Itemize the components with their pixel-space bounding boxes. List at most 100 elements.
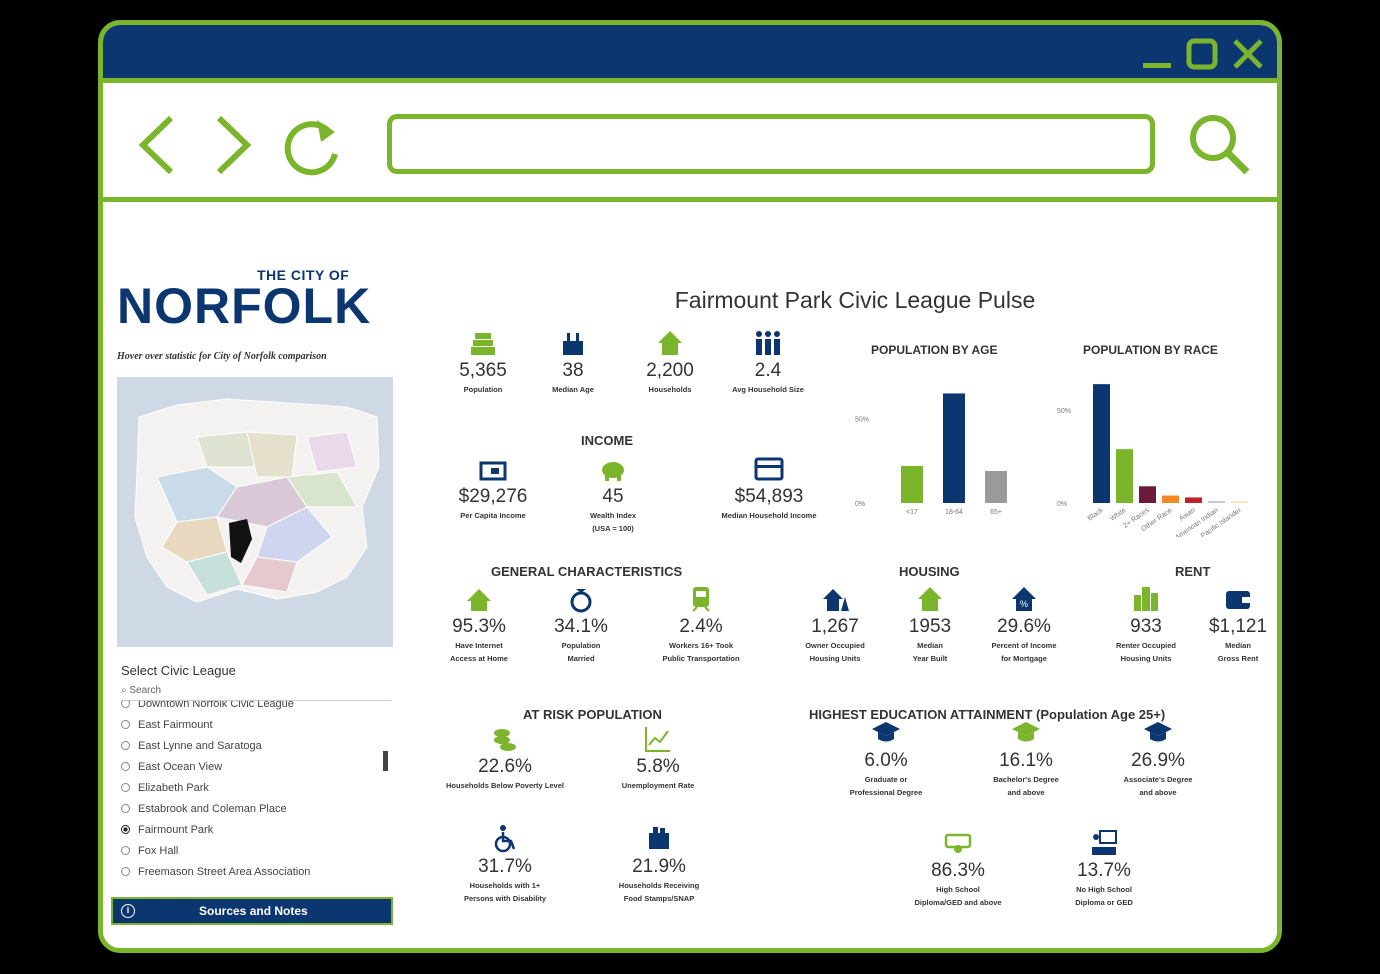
income-stat[interactable]: $29,276 Per Capita Income xyxy=(443,453,543,522)
logo-small-text: THE CITY OF xyxy=(257,267,350,283)
grad-cap-icon xyxy=(1144,722,1172,742)
maximize-icon[interactable] xyxy=(1185,35,1219,71)
bar[interactable] xyxy=(1185,497,1202,503)
general-stat[interactable]: 34.1% Population Married xyxy=(531,583,631,665)
league-item[interactable]: East Lynne and Saratoga xyxy=(121,735,381,756)
civic-league-list[interactable]: Downtown Norfolk Civic League East Fairmo… xyxy=(121,701,381,889)
radio-button[interactable] xyxy=(121,741,130,750)
list-scrollbar[interactable] xyxy=(383,751,388,771)
stat-label: Housing Units xyxy=(809,654,861,663)
housing-stat[interactable]: % 29.6% Percent of Income for Mortgage xyxy=(969,583,1079,665)
bar[interactable] xyxy=(985,470,1007,503)
league-label: East Ocean View xyxy=(138,760,223,773)
risk-stat[interactable]: 22.6% Households Below Poverty Level xyxy=(425,723,585,792)
bar[interactable] xyxy=(901,465,923,503)
stat-label: Persons with Disability xyxy=(463,894,547,903)
stat-label: Food Stamps/SNAP xyxy=(623,894,695,903)
league-item[interactable]: Fox Hall xyxy=(121,840,381,861)
rent-stat[interactable]: 933 Renter Occupied Housing Units xyxy=(1091,583,1201,665)
radio-button[interactable] xyxy=(121,762,130,771)
grocery-icon xyxy=(649,827,669,849)
risk-stat[interactable]: 21.9% Households Receiving Food Stamps/SNA… xyxy=(599,823,719,905)
stat-value: 5,365 xyxy=(459,360,507,381)
stat-value: 34.1% xyxy=(554,616,608,637)
bar[interactable] xyxy=(943,393,965,503)
bar[interactable] xyxy=(1139,486,1156,503)
classroom-icon xyxy=(1092,830,1117,855)
radio-button[interactable] xyxy=(121,825,130,834)
wifi-house-icon xyxy=(467,589,491,611)
income-heading: INCOME xyxy=(581,433,633,448)
civic-league-map[interactable] xyxy=(117,377,393,647)
diploma-icon xyxy=(944,833,972,853)
league-item[interactable]: Estabrook and Coleman Place xyxy=(121,798,381,819)
league-item[interactable]: East Ocean View xyxy=(121,756,381,777)
education-stat[interactable]: 16.1% Bachelor's Degree and above xyxy=(971,717,1081,799)
back-icon[interactable] xyxy=(127,110,197,180)
income-stat[interactable]: $54,893 Median Household Income xyxy=(699,453,839,522)
stat-value: 2,200 xyxy=(646,360,694,381)
sources-and-notes-button[interactable]: i Sources and Notes xyxy=(111,897,393,925)
league-item[interactable]: Downtown Norfolk Civic League xyxy=(121,701,381,714)
housing-stat[interactable]: 1953 Median Year Built xyxy=(883,583,977,665)
education-stat[interactable]: 86.3% High School Diploma/GED and above xyxy=(893,827,1023,909)
bar[interactable] xyxy=(1093,384,1110,503)
stat-value: 16.1% xyxy=(999,750,1053,771)
league-item[interactable]: Fairmount Park xyxy=(121,819,381,840)
minimize-icon[interactable] xyxy=(1141,35,1173,71)
bar[interactable] xyxy=(1231,501,1248,503)
education-heading: HIGHEST EDUCATION ATTAINMENT (Population… xyxy=(809,707,1166,722)
bar[interactable] xyxy=(1208,501,1225,503)
top-stats-stat[interactable]: 2,200 Households xyxy=(629,327,711,396)
stat-label: Workers 16+ Took xyxy=(668,641,734,650)
search-icon[interactable] xyxy=(1185,110,1255,180)
close-icon[interactable] xyxy=(1231,35,1265,71)
league-search-input[interactable]: ⌕ Search xyxy=(121,685,391,701)
reload-icon[interactable] xyxy=(281,110,351,180)
education-stat[interactable]: 26.9% Associate's Degree and above xyxy=(1103,717,1213,799)
radio-button[interactable] xyxy=(121,701,130,708)
risk-stat[interactable]: 5.8% Unemployment Rate xyxy=(603,723,713,792)
bar[interactable] xyxy=(1162,495,1179,503)
general-stat[interactable]: 95.3% Have Internet Access at Home xyxy=(427,583,531,665)
radio-button[interactable] xyxy=(121,867,130,876)
stat-value: 2.4 xyxy=(754,360,782,381)
league-item[interactable]: Elizabeth Park xyxy=(121,777,381,798)
top-stats-stat[interactable]: 2.4 Avg Household Size xyxy=(713,327,823,396)
radio-button[interactable] xyxy=(121,846,130,855)
stat-label: Per Capita Income xyxy=(460,511,526,520)
mortgage-house-icon: % xyxy=(1012,587,1036,611)
train-icon xyxy=(692,587,710,612)
risk-stat[interactable]: 31.7% Households with 1+ Persons with Disa… xyxy=(447,823,563,905)
stat-label: Households with 1+ xyxy=(469,881,541,890)
stat-label: Population xyxy=(561,641,601,650)
address-bar[interactable] xyxy=(387,114,1155,174)
radio-button[interactable] xyxy=(121,804,130,813)
education-stat[interactable]: 6.0% Graduate or Professional Degree xyxy=(831,717,941,799)
general-stat[interactable]: 2.4% Workers 16+ Took Public Transportatio… xyxy=(639,583,763,665)
stat-label: Public Transportation xyxy=(662,654,740,663)
radio-button[interactable] xyxy=(121,783,130,792)
title-bar xyxy=(103,25,1277,83)
bar[interactable] xyxy=(1116,449,1133,503)
stat-value: 1953 xyxy=(908,616,952,637)
housing-heading: HOUSING xyxy=(899,564,960,579)
stat-value: $1,121 xyxy=(1208,616,1268,637)
top-stats-stat[interactable]: 5,365 Population xyxy=(447,327,519,396)
education-stat[interactable]: 13.7% No High School Diploma or GED xyxy=(1049,827,1159,909)
income-stat[interactable]: 45 Wealth Index (USA = 100) xyxy=(563,453,663,535)
stat-label: Population xyxy=(463,385,503,394)
league-item[interactable]: Freemason Street Area Association xyxy=(121,861,381,882)
forward-icon[interactable] xyxy=(201,110,271,180)
x-tick-label: 65+ xyxy=(990,509,1002,516)
stat-label: Gross Rent xyxy=(1217,654,1259,663)
top-stats-stat[interactable]: 38 Median Age xyxy=(537,327,609,396)
y-tick-label: 50% xyxy=(855,417,869,424)
rent-stat[interactable]: $1,121 Median Gross Rent xyxy=(1199,583,1277,665)
payment-card-icon xyxy=(754,457,784,481)
housing-stat[interactable]: 1,267 Owner Occupied Housing Units xyxy=(783,583,887,665)
league-item[interactable]: East Fairmount xyxy=(121,714,381,735)
stat-value: 26.9% xyxy=(1131,750,1185,771)
radio-button[interactable] xyxy=(121,720,130,729)
